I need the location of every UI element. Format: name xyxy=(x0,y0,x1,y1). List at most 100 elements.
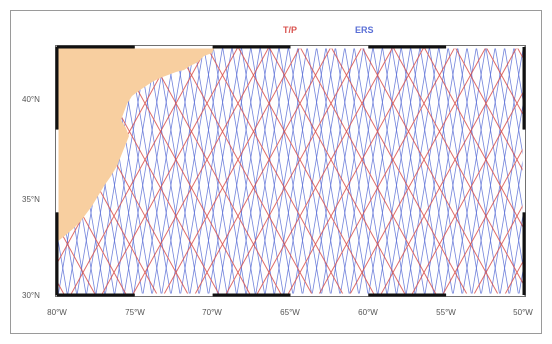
ground-track xyxy=(208,47,252,295)
ground-track xyxy=(203,47,247,295)
ground-track xyxy=(504,47,524,164)
ground-track xyxy=(368,47,411,295)
ground-track xyxy=(283,47,327,295)
ground-track xyxy=(302,47,346,295)
ground-track xyxy=(361,47,499,295)
land-mass xyxy=(57,47,215,242)
ground-track xyxy=(175,47,219,295)
ground-track xyxy=(57,176,78,295)
x-tick-label: 60°W xyxy=(358,308,378,317)
ground-track xyxy=(536,47,552,295)
ground-track xyxy=(473,202,524,295)
ground-track xyxy=(256,47,394,295)
y-tick-label: 35°N xyxy=(22,195,40,204)
ground-track xyxy=(392,47,524,287)
ground-track xyxy=(335,47,378,295)
ground-track xyxy=(156,47,200,295)
ground-track xyxy=(2,47,44,295)
ground-track xyxy=(299,47,437,295)
ground-track xyxy=(447,47,491,295)
ground-track xyxy=(442,145,524,295)
ground-track xyxy=(349,47,487,295)
frame-outline xyxy=(55,45,526,297)
frame-tick-marks xyxy=(55,45,526,297)
ground-track xyxy=(0,47,6,295)
ground-track xyxy=(297,47,341,295)
ground-track xyxy=(321,47,364,295)
ground-track xyxy=(0,47,25,295)
ground-track xyxy=(101,47,239,295)
ground-track xyxy=(471,47,515,295)
y-tick-label: 30°N xyxy=(22,291,40,300)
ground-track xyxy=(264,47,308,295)
ground-track xyxy=(194,47,332,295)
ground-track xyxy=(0,47,39,295)
ground-track xyxy=(142,47,186,295)
ground-track xyxy=(227,47,270,295)
legend-ers: ERS xyxy=(355,25,374,35)
legend-tp: T/P xyxy=(283,25,298,35)
ground-track xyxy=(528,47,552,295)
ground-track xyxy=(70,47,208,295)
ground-track xyxy=(382,47,425,295)
ground-track xyxy=(452,47,496,295)
ground-track xyxy=(11,47,53,295)
ground-track xyxy=(358,47,402,295)
ground-track xyxy=(6,47,48,295)
ground-track xyxy=(165,47,209,295)
ground-track xyxy=(288,47,331,295)
ground-track xyxy=(318,47,456,295)
ground-track xyxy=(405,47,449,295)
ground-track xyxy=(433,47,477,295)
x-tick-label: 70°W xyxy=(202,308,222,317)
ground-track xyxy=(57,280,65,295)
ground-track xyxy=(480,47,524,295)
ground-track xyxy=(485,47,524,118)
ground-track xyxy=(57,286,59,295)
ground-track xyxy=(269,47,313,295)
ground-track xyxy=(147,47,190,295)
ground-track xyxy=(330,47,374,295)
ground-track xyxy=(415,47,458,295)
ground-track xyxy=(419,47,463,295)
ground-track xyxy=(225,47,363,295)
ground-track xyxy=(0,47,33,295)
ground-track xyxy=(133,47,176,295)
ground-track xyxy=(548,47,552,295)
ground-track xyxy=(494,47,524,219)
ground-track xyxy=(509,206,524,295)
ground-track xyxy=(372,47,416,295)
ground-track xyxy=(424,47,468,295)
ground-track xyxy=(538,47,552,295)
ground-track xyxy=(114,47,158,295)
ground-track xyxy=(485,47,524,275)
y-tick-label: 40°N xyxy=(22,95,40,104)
ground-track xyxy=(490,96,524,295)
ground-track xyxy=(513,47,524,109)
ground-track xyxy=(198,47,242,295)
ground-track xyxy=(144,47,282,295)
ground-track xyxy=(533,47,552,295)
x-tick-label: 80°W xyxy=(47,308,67,317)
ground-track xyxy=(411,89,524,295)
ground-track xyxy=(175,47,313,295)
ground-track xyxy=(542,47,552,295)
ground-track xyxy=(443,47,487,295)
ground-track xyxy=(151,47,195,295)
ground-track xyxy=(306,47,350,295)
ground-track xyxy=(274,47,317,295)
ground-track xyxy=(353,47,397,295)
ground-track xyxy=(386,47,430,295)
x-tick-label: 65°W xyxy=(280,308,300,317)
ground-track xyxy=(231,47,275,295)
ground-track xyxy=(170,47,214,295)
x-tick-label: 50°W xyxy=(513,308,533,317)
x-tick-label: 55°W xyxy=(436,308,456,317)
ground-track xyxy=(57,231,68,295)
ground-track xyxy=(400,47,444,295)
ground-track xyxy=(466,47,510,295)
ground-track xyxy=(292,47,336,295)
ground-track xyxy=(255,47,299,295)
ground-track xyxy=(137,47,181,295)
